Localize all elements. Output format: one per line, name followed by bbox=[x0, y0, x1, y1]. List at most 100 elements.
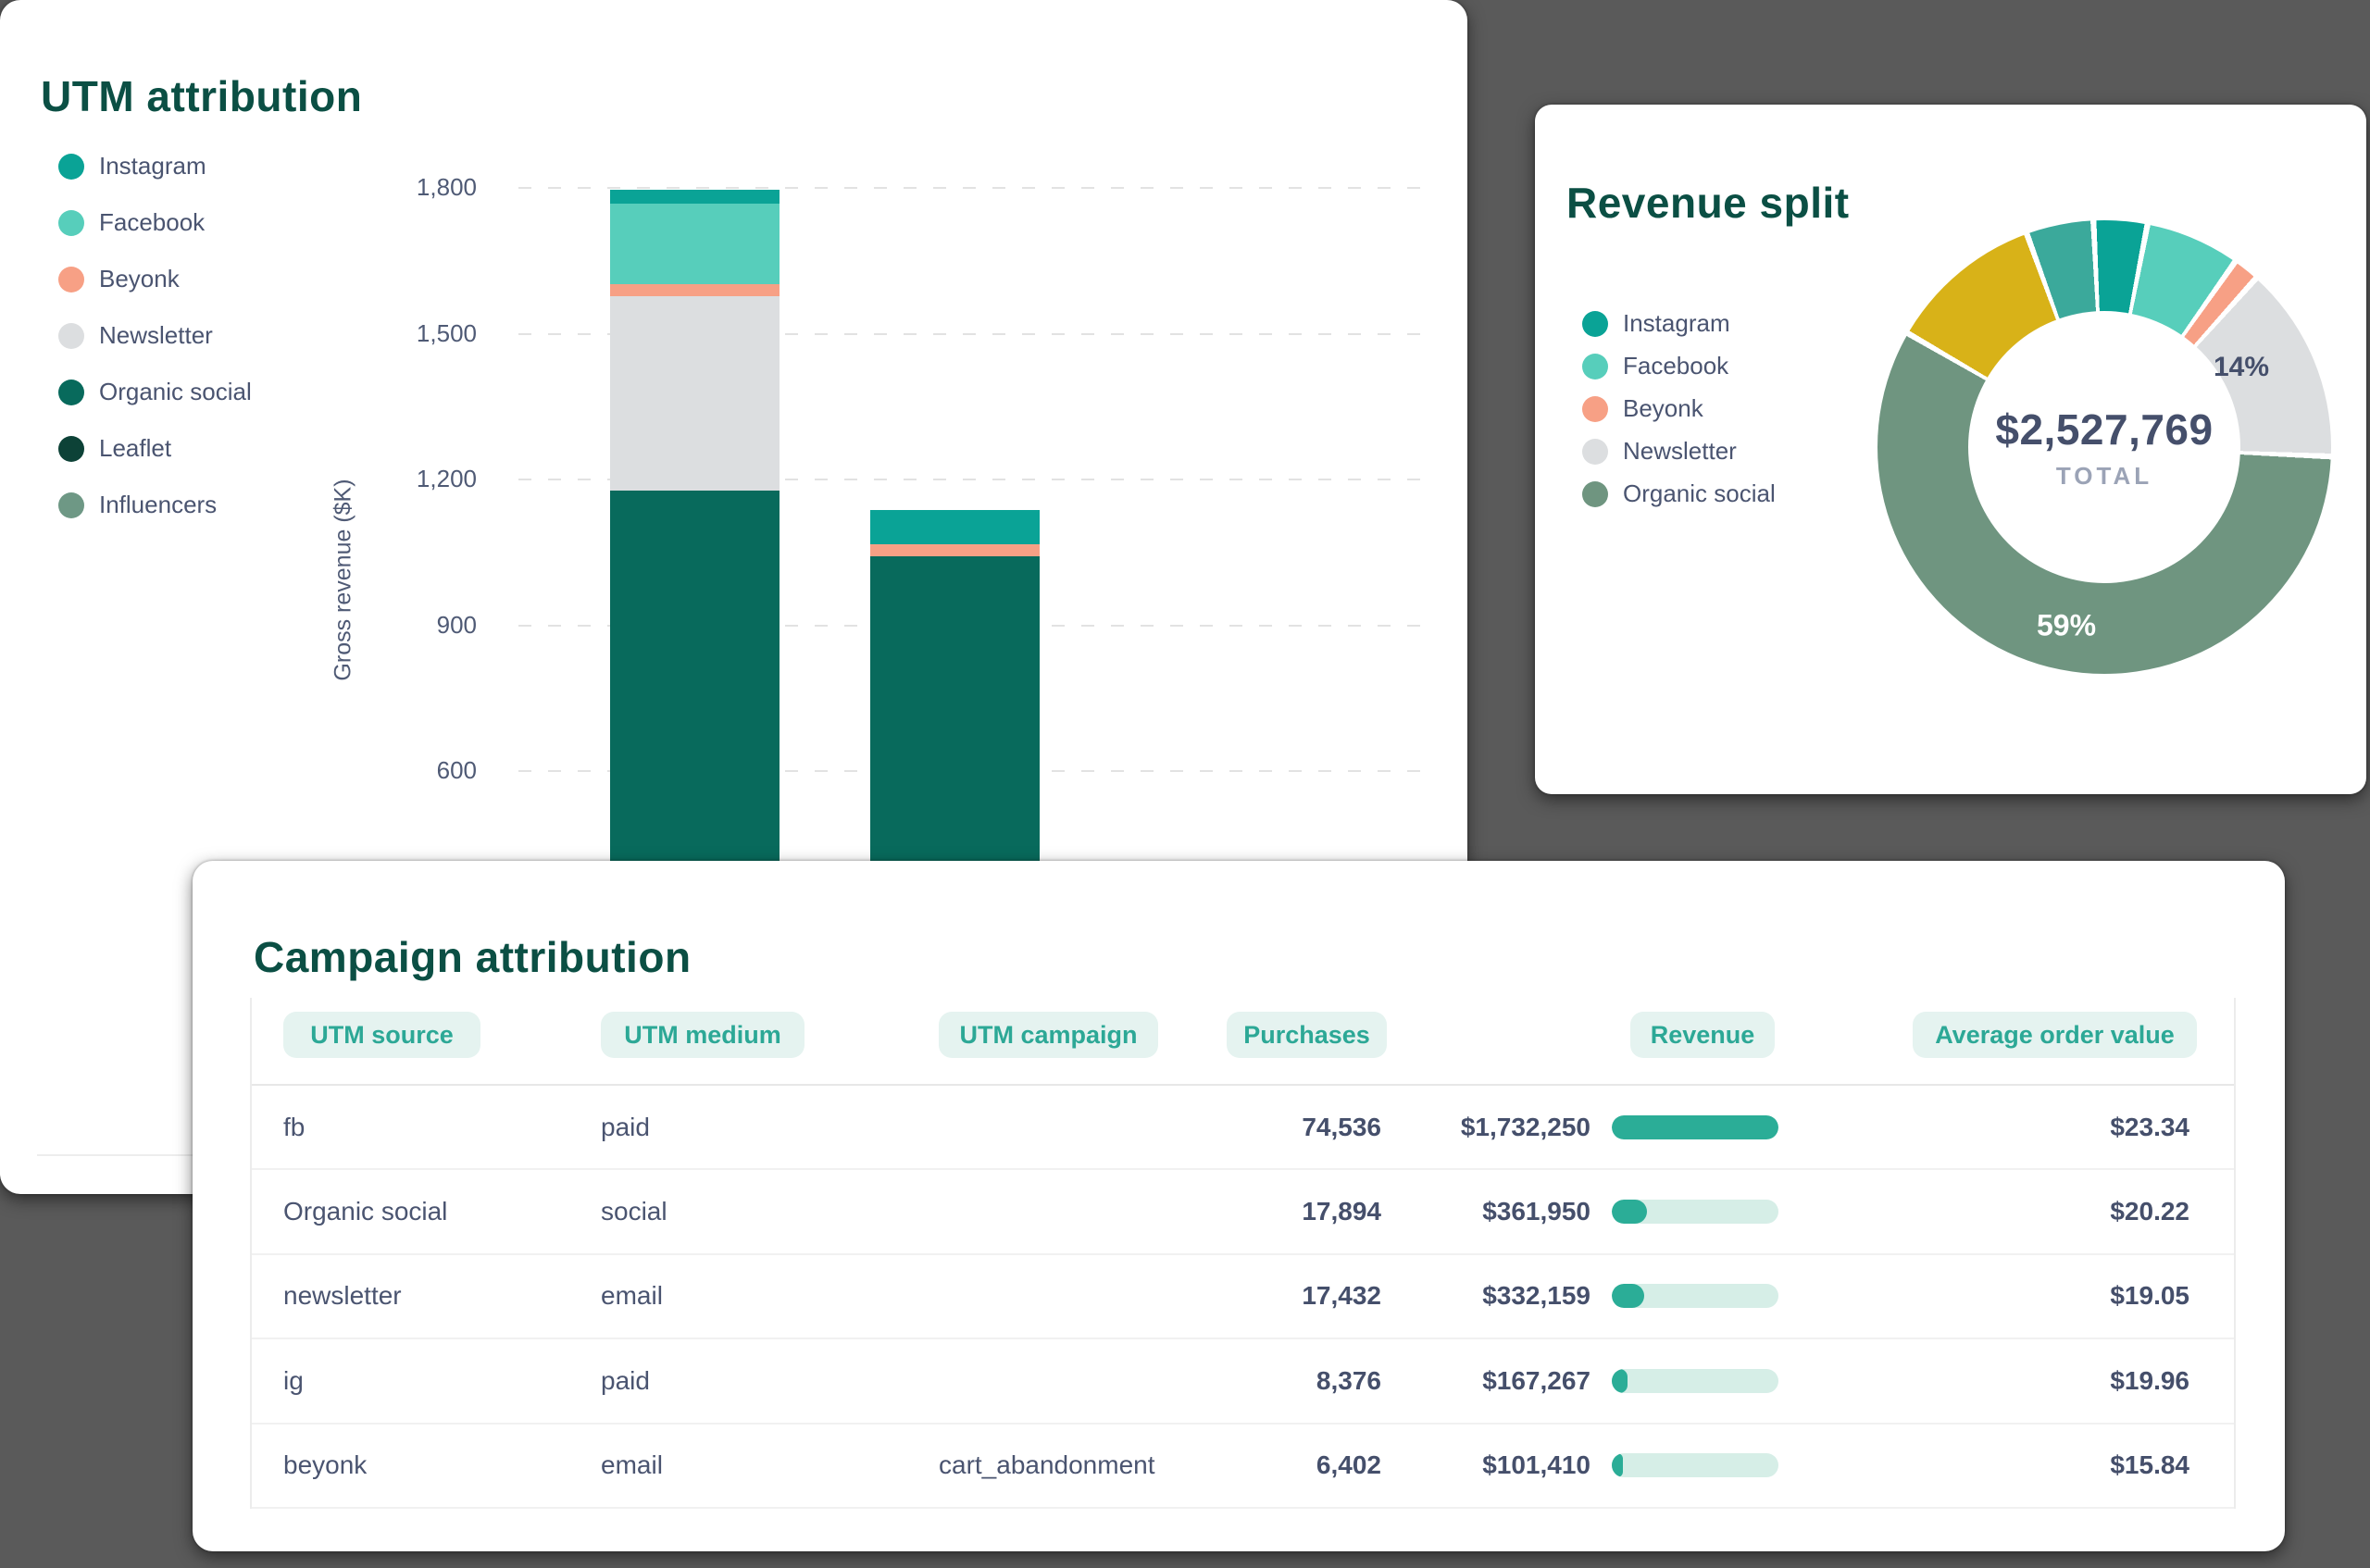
y-tick-label: 900 bbox=[436, 610, 477, 639]
cell-utm-source: Organic social bbox=[283, 1197, 448, 1226]
revenue-bar-fill bbox=[1612, 1453, 1623, 1478]
bar-segment-beyonk bbox=[870, 543, 1040, 556]
donut-center: $2,527,769 TOTAL bbox=[1968, 311, 2240, 583]
y-tick-label: 1,500 bbox=[416, 318, 477, 347]
legend-dot-icon bbox=[58, 209, 84, 236]
y-axis-title: Gross revenue ($K) bbox=[330, 479, 356, 681]
utm-chart-legend: Instagram Facebook Beyonk Newsletter Organic… bbox=[58, 152, 252, 547]
cell-utm-medium: social bbox=[601, 1197, 667, 1226]
legend-item-label: Facebook bbox=[99, 208, 206, 236]
cell-utm-source: beyonk bbox=[283, 1450, 368, 1480]
revenue-bar-track bbox=[1612, 1114, 1778, 1139]
bar-segment-instagram bbox=[870, 510, 1040, 544]
cell-utm-source: newsletter bbox=[283, 1281, 402, 1311]
campaign-attribution-table: UTM source UTM medium UTM campaign Purchase… bbox=[250, 998, 2236, 1509]
table-row: Organic social social 17,894 $361,950 $20.22 bbox=[252, 1170, 2234, 1255]
cell-average-order-value: $20.22 bbox=[2110, 1197, 2189, 1226]
revenue-split-card: Revenue split Instagram Facebook Beyonk New… bbox=[1535, 105, 2366, 794]
legend-item-beyonk[interactable]: Beyonk bbox=[1582, 394, 1776, 423]
revenue-bar-fill bbox=[1612, 1368, 1628, 1393]
revenue-bar-track bbox=[1612, 1200, 1778, 1225]
revenue-bar-fill bbox=[1612, 1114, 1778, 1139]
legend-item-label: Newsletter bbox=[99, 321, 213, 349]
legend-item-label: Facebook bbox=[1623, 352, 1729, 380]
cell-average-order-value: $15.84 bbox=[2110, 1450, 2189, 1480]
donut-slice-label-newsletter: 14% bbox=[2213, 352, 2270, 382]
column-header-utm-campaign[interactable]: UTM campaign bbox=[939, 1012, 1158, 1058]
y-tick-label: 1,800 bbox=[416, 173, 477, 201]
donut-total-value: $2,527,769 bbox=[1995, 404, 2214, 454]
table-row: newsletter email 17,432 $332,159 $19.05 bbox=[252, 1255, 2234, 1340]
legend-dot-icon bbox=[58, 435, 84, 462]
column-header-utm-medium[interactable]: UTM medium bbox=[601, 1012, 805, 1058]
table-row: fb paid 74,536 $1,732,250 $23.34 bbox=[252, 1086, 2234, 1171]
cell-utm-medium: email bbox=[601, 1281, 663, 1311]
table-row: ig paid 8,376 $167,267 $19.96 bbox=[252, 1339, 2234, 1425]
column-header-average-order-value[interactable]: Average order value bbox=[1913, 1012, 2197, 1058]
y-tick-label: 600 bbox=[436, 756, 477, 784]
cell-utm-source: ig bbox=[283, 1365, 304, 1395]
legend-item-facebook[interactable]: Facebook bbox=[1582, 352, 1776, 380]
column-header-revenue[interactable]: Revenue bbox=[1630, 1012, 1775, 1058]
gridline-1800 bbox=[518, 187, 1430, 189]
revenue-bar-fill bbox=[1612, 1200, 1647, 1225]
utm-card-title: UTM attribution bbox=[41, 71, 363, 120]
donut-slice-label-organic-social: 59% bbox=[2036, 608, 2097, 642]
legend-item-label: Instagram bbox=[1623, 309, 1730, 337]
revenue-bar-track bbox=[1612, 1368, 1778, 1393]
legend-dot-icon bbox=[1582, 395, 1608, 422]
legend-item-facebook[interactable]: Facebook bbox=[58, 208, 252, 237]
cell-purchases: 6,402 bbox=[1316, 1450, 1381, 1480]
cell-revenue: $167,267 bbox=[1482, 1365, 1590, 1395]
donut-total-caption: TOTAL bbox=[2055, 461, 2153, 490]
legend-dot-icon bbox=[1582, 310, 1608, 337]
cell-utm-medium: paid bbox=[601, 1112, 650, 1141]
cell-revenue: $1,732,250 bbox=[1460, 1112, 1590, 1141]
column-header-purchases[interactable]: Purchases bbox=[1227, 1012, 1387, 1058]
legend-item-organic-social[interactable]: Organic social bbox=[58, 378, 252, 406]
cell-average-order-value: $19.96 bbox=[2110, 1365, 2189, 1395]
table-body: fb paid 74,536 $1,732,250 $23.34 Organic soci… bbox=[252, 1086, 2234, 1509]
legend-dot-icon bbox=[58, 379, 84, 405]
campaign-card-title: Campaign attribution bbox=[254, 932, 692, 981]
legend-item-label: Organic social bbox=[1623, 479, 1776, 507]
revenue-card-title: Revenue split bbox=[1566, 178, 1850, 227]
column-header-utm-source[interactable]: UTM source bbox=[283, 1012, 480, 1058]
legend-item-leaflet[interactable]: Leaflet bbox=[58, 434, 252, 463]
legend-dot-icon bbox=[58, 322, 84, 349]
bar-segment-newsletter bbox=[610, 296, 780, 492]
cell-purchases: 74,536 bbox=[1302, 1112, 1381, 1141]
table-row: beyonk email cart_abandonment 6,402 $101,410… bbox=[252, 1425, 2234, 1509]
gridline-1500 bbox=[518, 332, 1430, 335]
y-tick-label: 1,200 bbox=[416, 465, 477, 492]
revenue-progress-bar bbox=[1612, 1339, 1778, 1422]
gridline-1200 bbox=[518, 479, 1430, 480]
cell-utm-medium: paid bbox=[601, 1365, 650, 1395]
legend-item-organic-social[interactable]: Organic social bbox=[1582, 479, 1776, 508]
legend-dot-icon bbox=[1582, 353, 1608, 380]
revenue-progress-bar bbox=[1612, 1425, 1778, 1507]
bar-segment-beyonk bbox=[610, 284, 780, 297]
legend-dot-icon bbox=[58, 492, 84, 518]
campaign-attribution-card: Campaign attribution UTM source UTM mediu… bbox=[193, 861, 2285, 1551]
revenue-bar-track bbox=[1612, 1284, 1778, 1309]
cell-utm-source: fb bbox=[283, 1112, 306, 1141]
legend-dot-icon bbox=[58, 266, 84, 292]
legend-item-beyonk[interactable]: Beyonk bbox=[58, 265, 252, 293]
cell-utm-medium: email bbox=[601, 1450, 663, 1480]
revenue-progress-bar bbox=[1612, 1170, 1778, 1252]
cell-purchases: 17,432 bbox=[1302, 1281, 1381, 1311]
legend-item-newsletter[interactable]: Newsletter bbox=[58, 321, 252, 350]
legend-item-instagram[interactable]: Instagram bbox=[1582, 309, 1776, 338]
legend-dot-icon bbox=[1582, 438, 1608, 465]
legend-item-influencers[interactable]: Influencers bbox=[58, 491, 252, 519]
legend-item-instagram[interactable]: Instagram bbox=[58, 152, 252, 180]
cell-revenue: $361,950 bbox=[1482, 1197, 1590, 1226]
legend-item-label: Beyonk bbox=[1623, 394, 1703, 422]
cell-average-order-value: $23.34 bbox=[2110, 1112, 2189, 1141]
legend-item-label: Beyonk bbox=[99, 265, 180, 292]
legend-item-label: Leaflet bbox=[99, 434, 172, 462]
legend-item-newsletter[interactable]: Newsletter bbox=[1582, 437, 1776, 466]
revenue-bar-track bbox=[1612, 1453, 1778, 1478]
revenue-chart-legend: Instagram Facebook Beyonk Newsletter Organic… bbox=[1582, 309, 1776, 522]
